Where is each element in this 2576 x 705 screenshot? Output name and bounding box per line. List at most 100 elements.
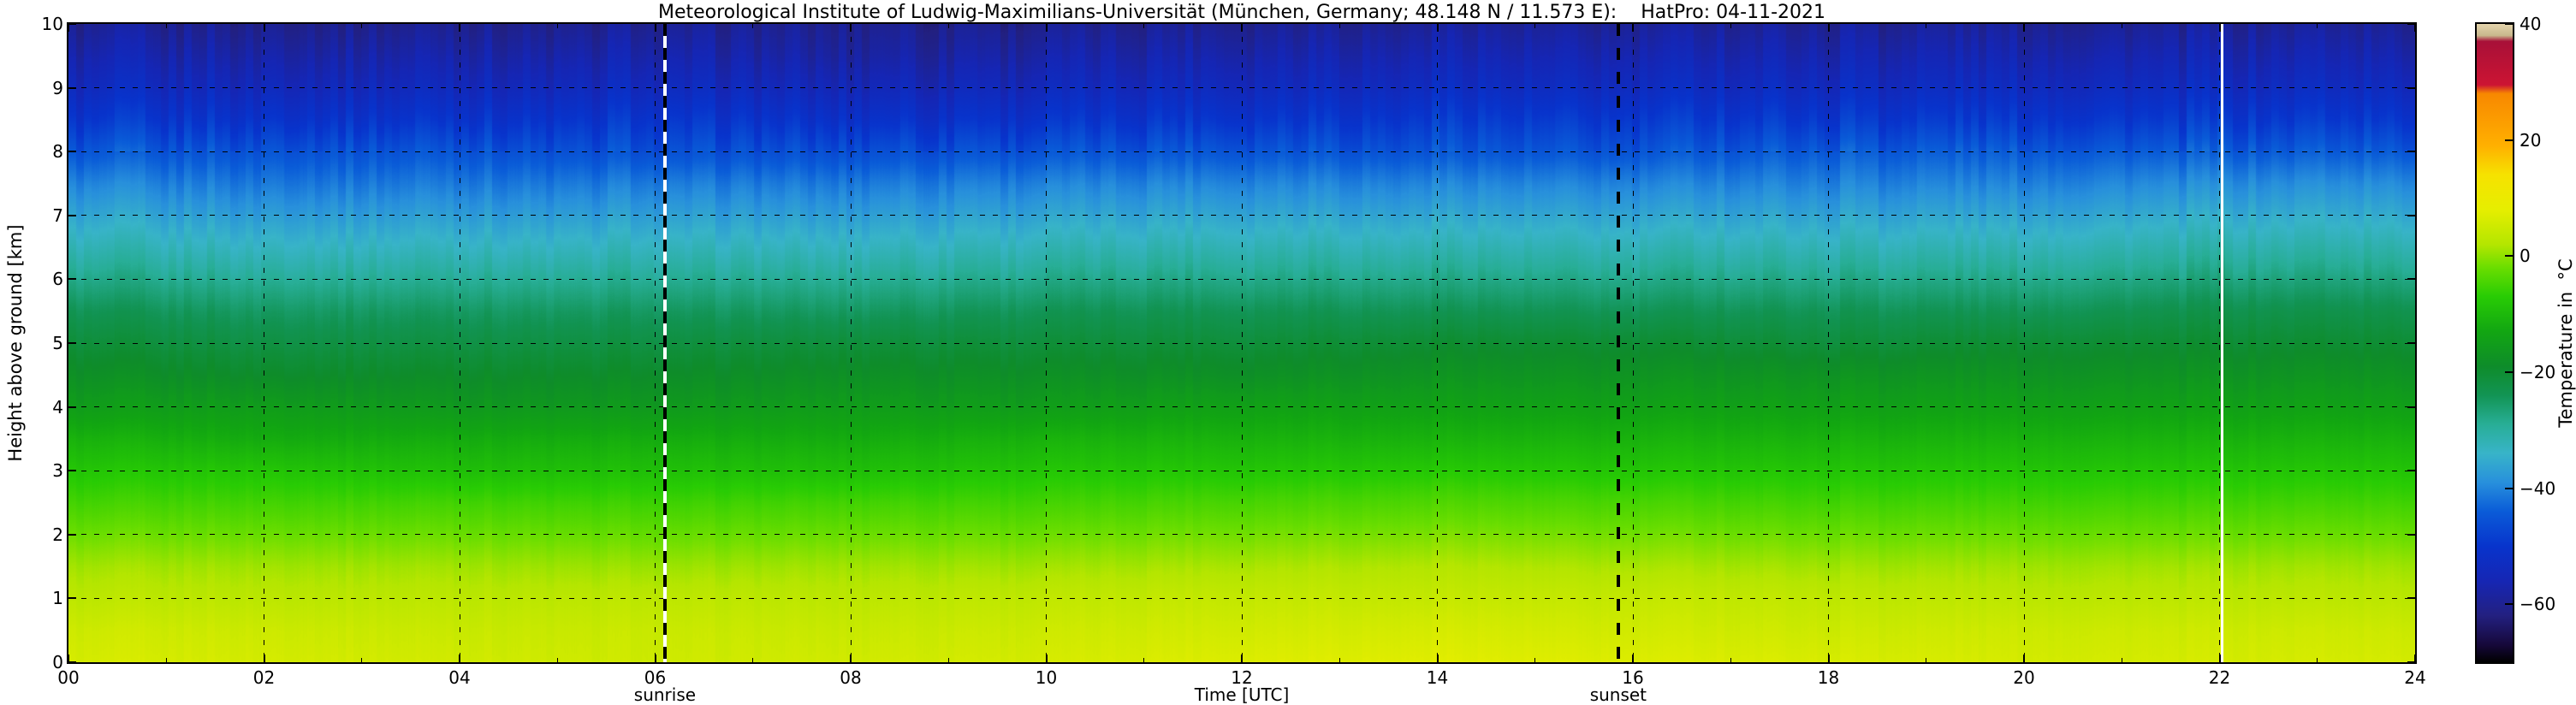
x-tick (1827, 655, 1830, 662)
x-tick-label: 20 (2013, 667, 2035, 688)
y-gridline (68, 406, 2415, 408)
x-minor-tick (361, 658, 363, 662)
y-tick-label: 1 (52, 588, 63, 609)
x-tick (2218, 24, 2221, 32)
y-gridline (68, 87, 2415, 89)
x-tick (68, 24, 69, 32)
x-tick-label: 04 (448, 667, 471, 688)
colorbar (2475, 22, 2514, 664)
y-tick-label: 10 (41, 14, 63, 34)
x-minor-tick (947, 658, 949, 662)
colorbar-tick (2505, 370, 2513, 373)
chart-title: Meteorological Institute of Ludwig-Maxim… (657, 2, 1826, 23)
x-minor-tick (1338, 658, 1340, 662)
y-tick (2407, 406, 2415, 408)
y-tick (2407, 86, 2415, 89)
y-axis-label: Height above ground [km] (5, 224, 26, 462)
colorbar-tick (2505, 603, 2513, 606)
y-tick-label: 8 (52, 141, 63, 163)
y-tick-label: 7 (52, 204, 63, 226)
x-minor-tick (556, 658, 558, 662)
x-minor-tick (165, 658, 167, 662)
x-tick (850, 24, 852, 32)
x-minor-tick (1730, 658, 1731, 662)
y-tick-label: 4 (52, 396, 63, 418)
x-tick (263, 655, 265, 662)
colorbar-tick (2505, 23, 2513, 25)
x-tick (1241, 655, 1243, 662)
y-tick (68, 533, 76, 536)
x-tick-label: 10 (1035, 667, 1058, 688)
y-tick (2407, 470, 2415, 472)
y-tick (2407, 597, 2415, 600)
y-tick (68, 406, 76, 408)
y-tick (2407, 661, 2415, 662)
colorbar-label: Temperature in °C (2555, 258, 2576, 428)
x-tick (2023, 655, 2025, 662)
x-minor-tick (361, 24, 363, 28)
x-tick-label: 00 (57, 667, 80, 688)
x-tick (2414, 655, 2415, 662)
x-tick (850, 655, 852, 662)
y-gridline (68, 342, 2415, 344)
sunrise-label: sunrise (633, 684, 697, 705)
y-tick (68, 661, 76, 662)
x-tick (459, 655, 460, 662)
x-tick-label: 06 (644, 667, 667, 688)
x-tick (2023, 24, 2025, 32)
x-tick (2414, 24, 2415, 32)
x-minor-tick (1143, 658, 1145, 662)
data-gap-line (2221, 24, 2224, 662)
colorbar-tick-label: −40 (2520, 477, 2556, 499)
x-tick (654, 24, 656, 32)
colorbar-tick-label: 20 (2520, 129, 2542, 151)
y-tick (2407, 278, 2415, 281)
colorbar-tick (2505, 487, 2513, 489)
colorbar-tick-label: −60 (2520, 594, 2556, 615)
x-tick (1632, 24, 1634, 32)
colorbar-tick-label: −20 (2520, 361, 2556, 382)
y-gridline (68, 597, 2415, 599)
sunset-line (1616, 24, 1620, 662)
y-gridline (68, 215, 2415, 216)
y-tick (68, 278, 76, 281)
colorbar-tick-label: 0 (2520, 246, 2531, 267)
colorbar-tick-label: 40 (2520, 14, 2542, 34)
sunset-label: sunset (1589, 684, 1647, 705)
x-minor-tick (165, 24, 167, 28)
x-tick-label: 14 (1426, 667, 1449, 688)
y-tick (2407, 214, 2415, 216)
y-tick (68, 86, 76, 89)
y-gridline (68, 151, 2415, 152)
x-tick-label: 16 (1622, 667, 1644, 688)
x-axis-label: Time [UTC] (1194, 684, 1290, 705)
x-tick-label: 22 (2208, 667, 2231, 688)
y-tick-label: 2 (52, 524, 63, 545)
y-tick (68, 342, 76, 344)
sunrise-line (662, 24, 667, 662)
x-tick (1241, 24, 1243, 32)
x-tick (68, 655, 69, 662)
y-gridline (68, 278, 2415, 280)
x-tick-label: 12 (1231, 667, 1253, 688)
x-minor-tick (2317, 658, 2318, 662)
y-tick-label: 6 (52, 269, 63, 290)
y-tick-label: 9 (52, 77, 63, 98)
plot-frame (67, 22, 2417, 664)
x-tick (1436, 655, 1439, 662)
x-tick (654, 655, 656, 662)
x-minor-tick (1534, 24, 1536, 28)
y-tick (68, 24, 76, 25)
y-tick (2407, 533, 2415, 536)
x-minor-tick (752, 658, 754, 662)
colorbar-tick (2505, 139, 2513, 141)
x-minor-tick (1730, 24, 1731, 28)
colorbar-tick (2505, 255, 2513, 258)
y-tick (68, 597, 76, 600)
y-tick (68, 151, 76, 153)
x-tick-label: 02 (252, 667, 276, 688)
y-tick-label: 0 (52, 652, 63, 672)
x-minor-tick (2317, 24, 2318, 28)
x-minor-tick (556, 24, 558, 28)
x-tick (1827, 24, 1830, 32)
